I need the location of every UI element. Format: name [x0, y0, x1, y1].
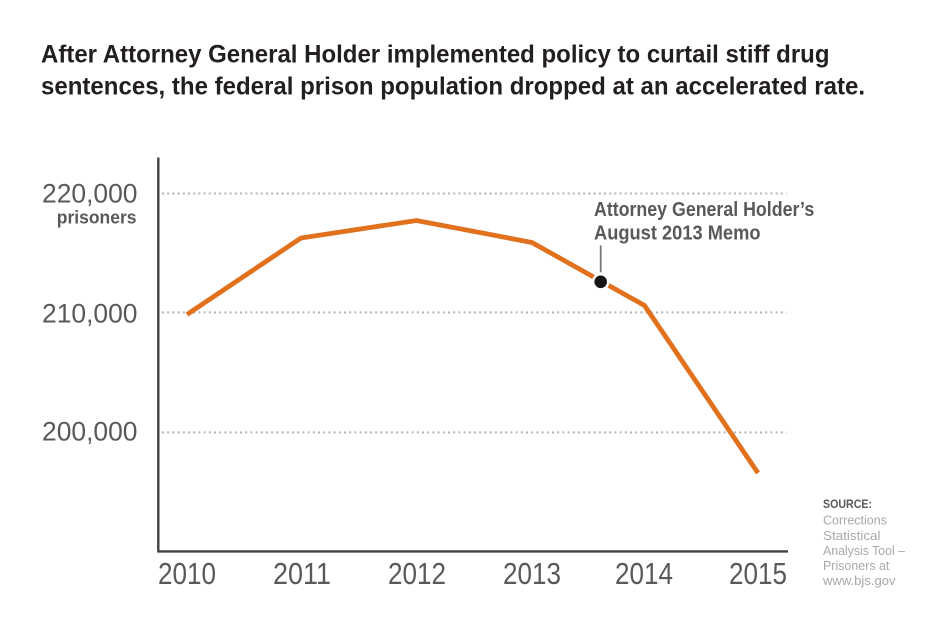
- svg-text:Prisoners at: Prisoners at: [823, 559, 890, 573]
- svg-text:2012: 2012: [388, 556, 446, 591]
- svg-text:200,000: 200,000: [42, 417, 138, 447]
- svg-text:Attorney General Holder’s: Attorney General Holder’s: [594, 199, 814, 221]
- svg-text:2015: 2015: [729, 556, 787, 591]
- svg-text:prisoners: prisoners: [57, 208, 137, 228]
- svg-text:sentences, the federal prison: sentences, the federal prison population…: [41, 73, 865, 101]
- svg-text:www.bjs.gov: www.bjs.gov: [822, 574, 896, 588]
- svg-text:2011: 2011: [273, 556, 331, 591]
- svg-text:Statistical: Statistical: [823, 529, 881, 543]
- svg-text:2013: 2013: [503, 556, 561, 591]
- svg-text:After Attorney General Holder: After Attorney General Holder implemente…: [41, 41, 830, 69]
- svg-text:SOURCE:: SOURCE:: [823, 499, 872, 511]
- svg-text:Corrections: Corrections: [823, 514, 887, 528]
- svg-text:2010: 2010: [158, 556, 216, 591]
- svg-text:August 2013 Memo: August 2013 Memo: [594, 223, 761, 245]
- svg-text:220,000: 220,000: [42, 178, 138, 208]
- svg-text:Analysis Tool –: Analysis Tool –: [823, 544, 905, 558]
- svg-text:2014: 2014: [615, 556, 673, 591]
- svg-text:210,000: 210,000: [42, 298, 138, 328]
